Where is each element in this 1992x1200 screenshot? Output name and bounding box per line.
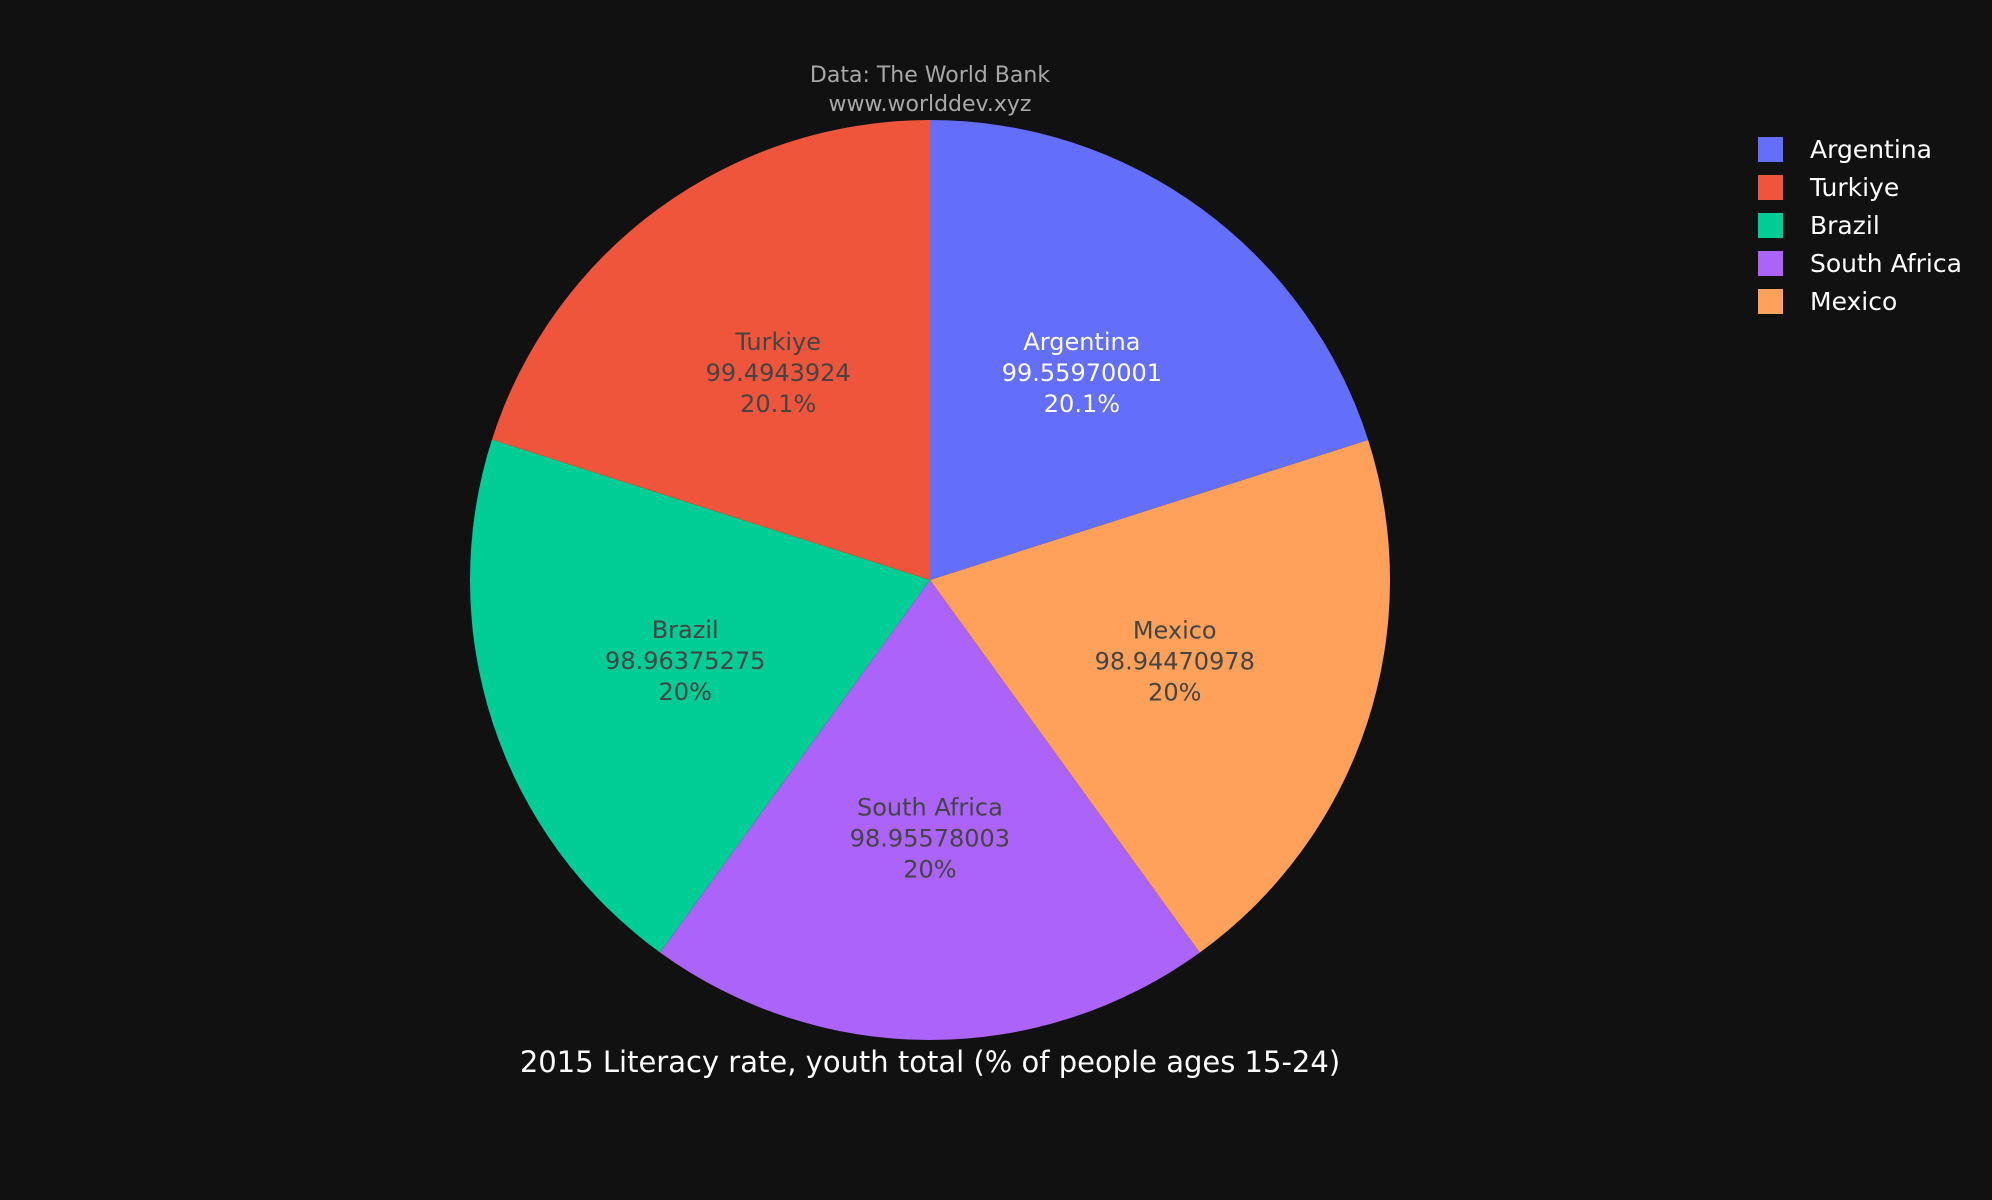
slice-label-argentina: Argentina 99.55970001 20.1%: [1002, 328, 1162, 418]
legend-item-turkiye[interactable]: Turkiye: [1758, 173, 1899, 202]
legend-swatch-brazil: [1758, 213, 1783, 238]
pie-slice-argentina[interactable]: [930, 120, 1369, 580]
legend-label-south-africa: South Africa: [1810, 249, 1962, 278]
slice-label-mexico: Mexico 98.94470978 20%: [1095, 616, 1255, 706]
source-line-2: www.worlddev.xyz: [829, 92, 1032, 117]
legend-item-argentina[interactable]: Argentina: [1758, 135, 1932, 164]
legend-item-south-africa[interactable]: South Africa: [1758, 249, 1962, 278]
pie-slice-mexico[interactable]: [930, 439, 1390, 953]
pie-slice-brazil[interactable]: [469, 439, 930, 953]
pie-slice-labels: Argentina 99.55970001 20.1% Mexico 98.944709…: [605, 328, 1255, 884]
legend-label-argentina: Argentina: [1810, 135, 1932, 164]
slice-label-brazil: Brazil 98.96375275 20%: [605, 616, 765, 706]
legend-label-brazil: Brazil: [1810, 211, 1880, 240]
slice-label-turkiye: Turkiye 99.4943924 20.1%: [706, 328, 851, 418]
legend-swatch-south-africa: [1758, 251, 1783, 276]
legend-label-mexico: Mexico: [1810, 287, 1897, 316]
legend-swatch-turkiye: [1758, 175, 1783, 200]
source-line-1: Data: The World Bank: [810, 63, 1050, 88]
chart-title: 2015 Literacy rate, youth total (% of pe…: [520, 1045, 1340, 1079]
legend-label-turkiye: Turkiye: [1809, 173, 1899, 202]
legend-swatch-argentina: [1758, 137, 1783, 162]
legend-item-brazil[interactable]: Brazil: [1758, 211, 1880, 240]
legend[interactable]: Argentina Turkiye Brazil South Africa Mexico: [1758, 135, 1962, 316]
legend-item-mexico[interactable]: Mexico: [1758, 287, 1897, 316]
pie-slice-south-africa[interactable]: [660, 580, 1200, 1040]
slice-label-south-africa: South Africa 98.95578003 20%: [850, 794, 1010, 884]
pie-slices: [469, 120, 1390, 1040]
pie-slice-turkiye[interactable]: [491, 120, 930, 580]
legend-swatch-mexico: [1758, 289, 1783, 314]
